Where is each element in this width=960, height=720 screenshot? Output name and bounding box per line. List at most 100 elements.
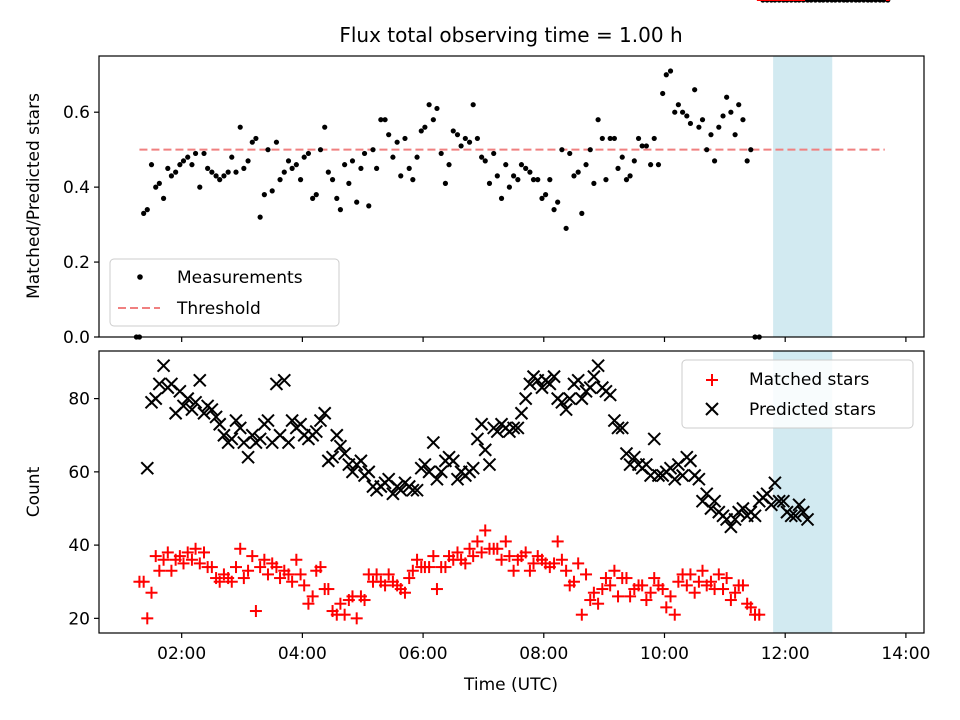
matched-star-point (584, 594, 597, 607)
predicted-star-point (543, 377, 557, 391)
matched-star-point (644, 586, 657, 599)
matched-star-point (334, 597, 347, 610)
predicted-star-point (619, 446, 634, 461)
predicted-star-point (800, 512, 815, 527)
predicted-star-point (386, 487, 400, 501)
measurement-point (675, 102, 681, 108)
predicted-star-point (285, 413, 299, 428)
ratio-x-ticks (181, 337, 907, 342)
measurement-point (402, 135, 408, 142)
measurement-point (277, 177, 283, 183)
ratio-axes-frame (98, 55, 925, 338)
measurement-point (273, 139, 280, 145)
predicted-star-point (663, 461, 678, 475)
x-tick-label: 02:00 (157, 644, 206, 664)
measurement-point (201, 150, 207, 157)
predicted-star-point (197, 406, 211, 420)
predicted-star-point (547, 369, 561, 384)
matched-star-point (648, 572, 661, 585)
matched-star-point (499, 535, 512, 548)
measurement-point (587, 147, 593, 153)
matched-star-point (684, 568, 697, 581)
matched-star-point (575, 608, 588, 621)
matched-star-point (254, 561, 267, 574)
predicted-star-point (309, 424, 323, 439)
measurement-point (511, 173, 517, 179)
predicted-star-point (490, 424, 505, 439)
measurement-point (165, 165, 171, 171)
measurement-point (293, 162, 299, 168)
matched-star-point (322, 583, 335, 596)
measurement-point (394, 139, 400, 145)
measurement-point (438, 150, 444, 157)
measurement-point (486, 180, 493, 186)
measurement-point (479, 154, 485, 160)
measurement-point (346, 180, 352, 186)
measurement-point (503, 162, 509, 168)
measurement-point (337, 207, 344, 213)
measurement-point (168, 173, 175, 179)
measurement-point (651, 135, 657, 142)
predicted-star-point (518, 391, 533, 406)
legend-matched-marker (706, 374, 718, 386)
predicted-star-point (261, 413, 275, 428)
matched-star-point (572, 557, 585, 570)
measurement-point (539, 195, 545, 201)
matched-star-point (463, 542, 476, 555)
predicted-star-point (434, 465, 448, 479)
measurement-point (245, 158, 251, 164)
matched-star-point (294, 568, 307, 581)
predicted-star-point (313, 413, 328, 428)
measurement-point (474, 135, 481, 142)
measurement-point (374, 165, 380, 171)
x-tick-label: 08:00 (519, 644, 568, 664)
measurement-point (322, 124, 328, 130)
predicted-star-point (571, 373, 585, 388)
count-x-axis: 02:00 04:00 06:00 08:00 10:00 12:00 14:00 (157, 633, 930, 664)
chart-title: Flux total observing time = 1.00 h (339, 23, 682, 47)
measurement-point (197, 184, 203, 190)
measurement-point (180, 158, 187, 164)
measurement-point (229, 154, 235, 160)
matched-star-point (403, 572, 416, 585)
predicted-star-point (446, 454, 460, 468)
measurement-point (209, 169, 215, 175)
ratio-legend: Measurements Threshold (109, 258, 340, 327)
predicted-star-point (188, 395, 203, 409)
predicted-star-point (176, 399, 191, 413)
predicted-star-point (217, 428, 231, 442)
matched-star-point (157, 553, 170, 566)
predicted-star-point (156, 358, 171, 373)
matched-star-point (467, 550, 480, 563)
matched-star-point (596, 583, 609, 596)
predicted-star-point (337, 446, 352, 461)
matched-star-point (503, 550, 516, 563)
predicted-star-point (692, 472, 706, 486)
measurement-point (269, 188, 275, 194)
predicted-star-point (430, 472, 444, 486)
measurement-point (382, 117, 388, 123)
measurement-point (370, 147, 376, 153)
matched-star-point (261, 568, 274, 581)
measurement-point (205, 165, 211, 171)
predicted-star-point (506, 421, 521, 435)
x-tick-label: 12:00 (761, 644, 810, 664)
matched-star-point (439, 561, 452, 574)
measurement-point (156, 180, 162, 186)
legend-predicted-label: Predicted stars (749, 400, 876, 420)
measurement-point (542, 192, 549, 198)
measurement-point (334, 195, 340, 201)
matched-star-point (306, 590, 319, 603)
matched-star-point (298, 579, 311, 592)
matched-star-point (314, 561, 327, 574)
measurement-point (563, 225, 569, 231)
measurement-point (442, 180, 449, 186)
measurement-point (261, 192, 267, 198)
predicted-star-point (792, 498, 806, 512)
ratio-y-tick-label: 0.4 (63, 178, 90, 198)
measurement-point (422, 124, 428, 130)
measurement-point (141, 210, 147, 216)
matched-star-point (145, 586, 158, 599)
measurement-point (342, 162, 348, 168)
matched-star-point (161, 546, 174, 559)
